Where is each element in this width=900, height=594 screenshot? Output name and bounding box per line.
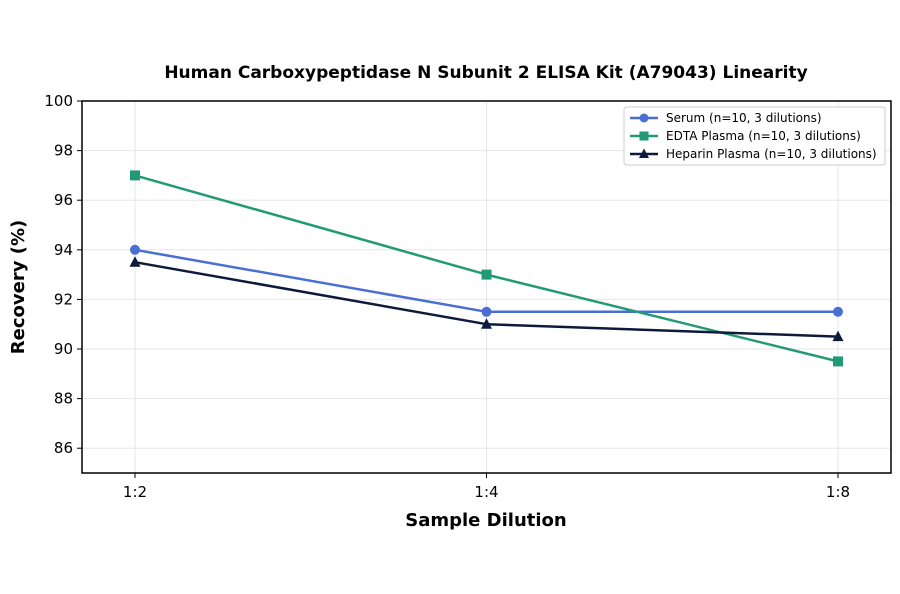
y-tick-label: 96 bbox=[54, 191, 73, 209]
legend-swatch-marker bbox=[639, 113, 649, 123]
x-tick-label: 1:4 bbox=[474, 483, 498, 501]
x-tick-label: 1:2 bbox=[123, 483, 147, 501]
y-tick-label: 86 bbox=[54, 439, 73, 457]
y-tick-label: 100 bbox=[44, 92, 73, 110]
data-point bbox=[833, 306, 843, 317]
data-point bbox=[130, 244, 140, 255]
y-tick-label: 88 bbox=[54, 390, 73, 408]
legend-box bbox=[623, 106, 886, 166]
legend-label: Heparin Plasma (n=10, 3 dilutions) bbox=[666, 147, 877, 161]
y-tick-label: 90 bbox=[54, 340, 73, 358]
data-point bbox=[833, 356, 843, 367]
y-tick-label: 92 bbox=[54, 290, 73, 308]
data-point bbox=[130, 170, 140, 181]
y-tick-label: 98 bbox=[54, 142, 73, 160]
data-point bbox=[481, 269, 492, 280]
data-point bbox=[481, 306, 492, 317]
y-axis-label: Recovery (%) bbox=[8, 220, 29, 354]
legend-swatch-marker bbox=[639, 148, 649, 158]
data-point bbox=[832, 330, 844, 342]
series-layer bbox=[129, 170, 844, 367]
x-tick-label: 1:8 bbox=[826, 483, 850, 501]
data-point bbox=[481, 318, 492, 329]
legend-swatch-marker bbox=[639, 131, 649, 141]
legend-label: EDTA Plasma (n=10, 3 dilutions) bbox=[666, 129, 861, 143]
legend-label: Serum (n=10, 3 dilutions) bbox=[666, 111, 822, 125]
ticks-layer: 1:2 1:4 1:8 86 88 90 92 94 96 98 100 bbox=[44, 92, 850, 501]
data-point bbox=[129, 256, 141, 267]
y-tick-label: 94 bbox=[54, 241, 73, 259]
legend: Serum (n=10, 3 dilutions) EDTA Plasma (n=… bbox=[623, 106, 886, 166]
x-axis-label: Sample Dilution bbox=[405, 510, 566, 531]
chart-title: Human Carboxypeptidase N Subunit 2 ELISA… bbox=[164, 63, 807, 83]
